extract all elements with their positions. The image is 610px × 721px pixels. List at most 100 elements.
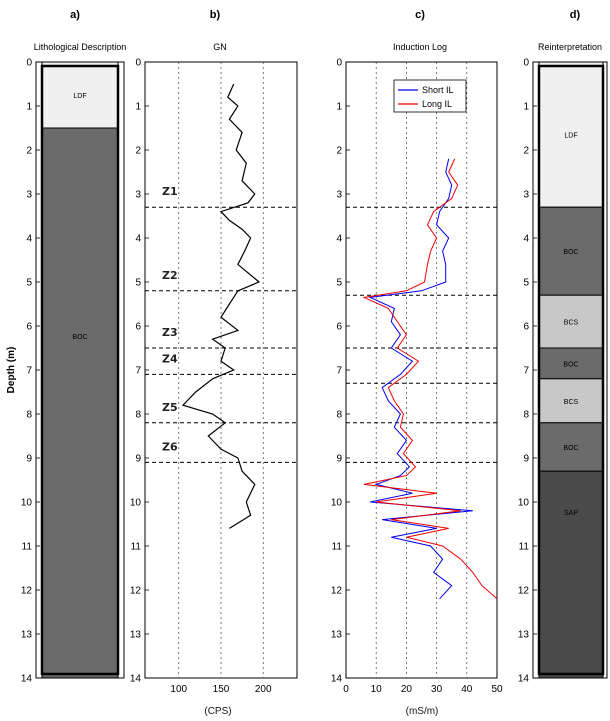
litho-unit-1 [41,127,119,679]
reinterp-unit-label: BOC [563,361,578,368]
panel-a-ytick-label: 3 [26,190,32,201]
panel-c-ytick-label: 10 [331,498,343,509]
panel-d-ytick-label: 9 [523,454,529,465]
panel-d-ytick-label: 10 [518,498,530,509]
reinterp-unit-label: BOC [563,249,578,256]
reinterp-unit-label: BCS [564,399,579,406]
panel-a-letter: a) [70,9,80,21]
panel-c-ytick-label: 5 [336,278,342,289]
panel-b-ytick-label: 8 [135,410,141,421]
il-xtick-label: 0 [343,684,349,695]
il-xtick-label: 50 [491,684,503,695]
panel-a-ytick-label: 11 [22,542,33,553]
panel-b-ytick-label: 2 [135,146,141,157]
panel-d-ytick-label: 8 [523,410,529,421]
legend-box [393,79,467,113]
panel-b-title: GN [213,42,227,52]
panel-a-ytick-label: 7 [26,366,32,377]
panel-c-frame [345,61,498,679]
reinterp-unit-label: LDF [564,133,577,140]
panel-d-letter: d) [570,9,581,21]
panel-d-ytick-label: 5 [523,278,529,289]
litho-unit-label: LDF [73,93,86,100]
panel-c-ytick-label: 8 [336,410,342,421]
panel-a-ytick-label: 14 [21,674,33,685]
zone-label: Z2 [162,269,178,282]
gn-log-line [181,83,261,529]
induction-legend: Short IL Long IL [393,79,467,113]
zone-label: Z1 [162,185,178,198]
panel-c-title: Induction Log [393,42,447,52]
panel-b-ytick-label: 5 [135,278,141,289]
panel-b-ytick-label: 1 [135,102,141,113]
panel-a-ytick-label: 1 [26,102,32,113]
il-xtick-label: 30 [431,684,443,695]
legend-short-il-label: Short IL [422,85,454,95]
panel-b-ytick-label: 12 [130,586,142,597]
panel-a-ytick-label: 4 [26,234,32,245]
panel-c-ytick-label: 1 [336,102,342,113]
zone-label: Z5 [162,401,178,414]
panel-b-ytick-label: 6 [135,322,141,333]
panel-b-ytick-label: 9 [135,454,141,465]
panel-c-ytick-label: 12 [331,586,343,597]
panel-a-title: Lithological Description [34,42,127,52]
panel-d: LDFBOCBCSBOCBCSBOCSAP0123456789101112131… [518,58,608,685]
panel-c-ytick-label: 4 [336,234,342,245]
reinterp-unit-label: SAP [564,510,578,517]
litho-unit-label: BOC [72,334,87,341]
panel-c-ytick-label: 2 [336,146,342,157]
gn-xtick-label: 150 [213,684,230,695]
panel-a-ytick-label: 10 [21,498,33,509]
panel-c-ytick-label: 7 [336,366,342,377]
panel-c-letter: c) [415,9,425,21]
reinterp-unit-3 [538,347,604,380]
panel-c-ytick-label: 0 [336,58,342,69]
zone-label: Z4 [162,352,178,365]
il-xtick-label: 10 [371,684,383,695]
panel-a-ytick-label: 5 [26,278,32,289]
zone-label: Z3 [162,326,178,339]
panel-a-ytick-label: 12 [21,586,33,597]
panel-d-ytick-label: 3 [523,190,529,201]
reinterp-unit-5 [538,422,604,472]
panel-c-ytick-label: 6 [336,322,342,333]
panel-b-ytick-label: 7 [135,366,141,377]
panel-d-ytick-label: 4 [523,234,529,245]
short-il-line [368,158,473,600]
panel-c-ytick-label: 9 [336,454,342,465]
gn-xtick-label: 200 [255,684,272,695]
panel-d-ytick-label: 7 [523,366,529,377]
gn-xtick-label: 100 [170,684,187,695]
il-xtick-label: 40 [461,684,473,695]
panel-b-ytick-label: 0 [135,58,141,69]
il-x-axis-label: (mS/m) [406,706,439,716]
panel-d-column-border [537,64,605,676]
panel-a-ytick-label: 8 [26,410,32,421]
panel-d-ytick-label: 0 [523,58,529,69]
panel-b-ytick-label: 3 [135,190,141,201]
legend-long-il-label: Long IL [422,99,452,109]
panel-b-ytick-label: 13 [130,630,142,641]
reinterp-unit-4 [538,378,604,424]
reinterp-unit-label: BOC [563,445,578,452]
zone-label: Z6 [162,440,178,453]
reinterp-unit-6 [538,470,604,679]
panel-d-ytick-label: 13 [518,630,530,641]
panel-a-ytick-label: 6 [26,322,32,333]
panel-d-ytick-label: 11 [519,542,530,553]
long-il-line [362,158,498,600]
panel-b: 100 150 200Z1Z2Z3Z4Z5Z60123456789101112131… [130,58,298,695]
litho-unit-0 [41,61,119,129]
panel-d-title: Reinterpretation [538,42,602,52]
panel-b-ytick-label: 14 [130,674,142,685]
panel-b-ytick-label: 10 [130,498,142,509]
panel-d-ytick-label: 14 [518,674,530,685]
panel-a-ytick-label: 2 [26,146,32,157]
panel-c-ytick-label: 14 [331,674,343,685]
panel-d-ytick-label: 2 [523,146,529,157]
panel-a-ytick-label: 9 [26,454,32,465]
